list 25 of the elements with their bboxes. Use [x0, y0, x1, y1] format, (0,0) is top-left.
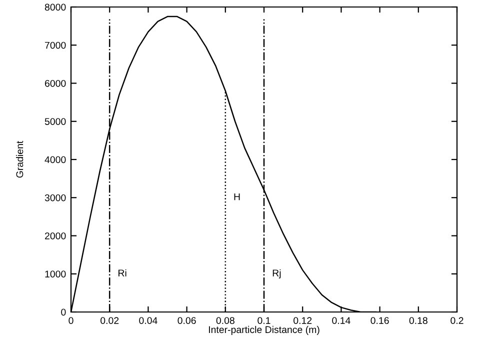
y-axis-title: Gradient — [16, 140, 24, 178]
x-tick-label: 0 — [68, 317, 74, 324]
x-tick-label: 0.18 — [409, 317, 428, 324]
y-tick-label: 5000 — [44, 118, 66, 125]
y-tick-label: 0 — [61, 308, 66, 316]
x-tick-label: 0.12 — [294, 317, 312, 324]
x-tick-label: 0.14 — [332, 317, 350, 324]
y-tick-label: 4000 — [44, 156, 66, 164]
x-tick-label: 0.06 — [178, 317, 196, 324]
y-tick-label: 7000 — [45, 42, 66, 49]
y-tick-label: 2000 — [45, 232, 66, 240]
ref-line-label: H — [234, 193, 240, 200]
y-tick-label: 3000 — [44, 194, 66, 202]
y-tick-label: 1000 — [45, 270, 66, 278]
x-tick-label: 0.16 — [370, 317, 389, 324]
x-axis-title: Inter-particle Distance (m) — [208, 326, 320, 335]
ref-line-label: Rj — [272, 269, 281, 278]
x-tick-label: 0.08 — [216, 317, 234, 324]
x-tick-label: 0.02 — [100, 317, 119, 324]
x-tick-label: 0.2 — [450, 317, 464, 324]
x-tick-label: 0.04 — [139, 317, 158, 324]
ref-line-label: Ri — [118, 269, 126, 276]
x-tick-label: 0.1 — [258, 317, 270, 324]
y-tick-label: 8000 — [44, 4, 66, 11]
y-tick-label: 6000 — [45, 80, 66, 87]
